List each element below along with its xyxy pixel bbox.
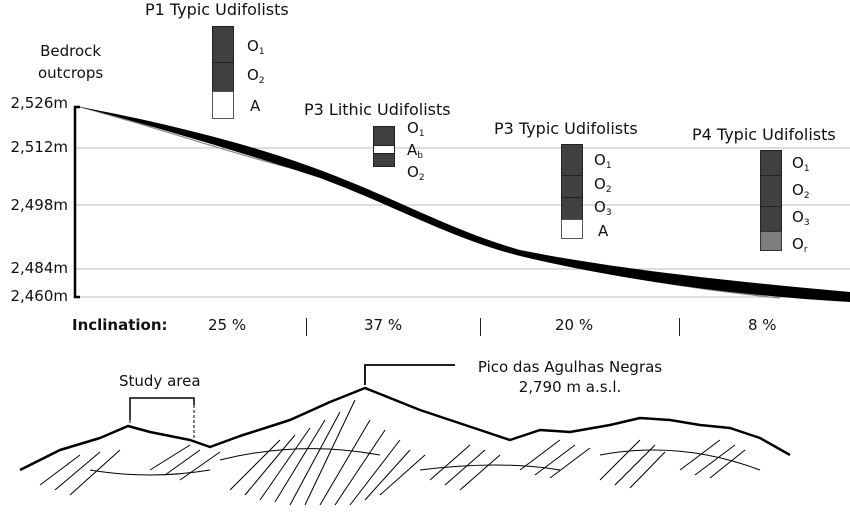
p3t-label-a: A xyxy=(598,222,609,240)
y-axis-line xyxy=(73,105,80,299)
p1-soil-column xyxy=(212,26,234,119)
y-tick-2526: 2,526m xyxy=(10,94,68,112)
study-area-label: Study area xyxy=(119,372,201,390)
p3l-horizon-o2 xyxy=(373,153,395,167)
p3l-label-o1: O1 xyxy=(407,119,425,139)
p1-label-o1: O1 xyxy=(247,37,265,57)
p3-typic-title: P3 Typic Udifolists xyxy=(494,119,638,138)
y-tick-2512: 2,512m xyxy=(10,138,68,156)
inclination-segment-3: 20 % xyxy=(555,316,594,334)
p3l-label-ab: Ab xyxy=(407,141,423,161)
inclination-segment-4: 8 % xyxy=(748,316,777,334)
y-tick-2484: 2,484m xyxy=(10,259,68,277)
p3t-label-o1: O1 xyxy=(594,151,612,171)
segment-divider-2 xyxy=(480,318,481,336)
p1-title: P1 Typic Udifolists xyxy=(145,0,289,19)
p4-label-or: Or xyxy=(792,235,808,255)
bedrock-line2: outcrops xyxy=(38,64,104,82)
p1-label-o2: O2 xyxy=(247,66,265,86)
p3t-horizon-a xyxy=(561,219,583,239)
y-tick-2498: 2,498m xyxy=(10,196,68,214)
p4-label-o3: O3 xyxy=(792,208,810,228)
p4-soil-column xyxy=(760,150,782,251)
p3t-label-o3: O3 xyxy=(594,198,612,218)
p3-typic-soil-column xyxy=(561,144,583,239)
inclination-segment-1: 25 % xyxy=(208,316,247,334)
y-tick-2460: 2,460m xyxy=(10,287,68,305)
p4-label-o2: O2 xyxy=(792,181,810,201)
bedrock-line1: Bedrock xyxy=(40,42,102,60)
p3-lithic-soil-column xyxy=(373,126,395,167)
peak-annotation: Pico das Agulhas Negras 2,790 m a.s.l. xyxy=(460,357,680,397)
segment-divider-1 xyxy=(306,318,307,336)
peak-elevation: 2,790 m a.s.l. xyxy=(518,378,622,396)
p1-horizon-a xyxy=(212,91,234,119)
p3l-label-o2: O2 xyxy=(407,163,425,183)
p1-label-a: A xyxy=(250,97,261,115)
peak-name: Pico das Agulhas Negras xyxy=(477,358,663,376)
inclination-label: Inclination: xyxy=(72,316,168,334)
inclination-segment-2: 37 % xyxy=(364,316,403,334)
bedrock-label: Bedrock outcrops xyxy=(38,40,103,84)
p3-lithic-title: P3 Lithic Udifolists xyxy=(304,100,451,119)
p4-horizon-or xyxy=(760,231,782,251)
p4-label-o1: O1 xyxy=(792,154,810,174)
grid-lines xyxy=(76,147,850,298)
p3t-label-o2: O2 xyxy=(594,175,612,195)
segment-divider-3 xyxy=(679,318,680,336)
soil-ribbon xyxy=(80,107,850,302)
p4-title: P4 Typic Udifolists xyxy=(692,125,836,144)
